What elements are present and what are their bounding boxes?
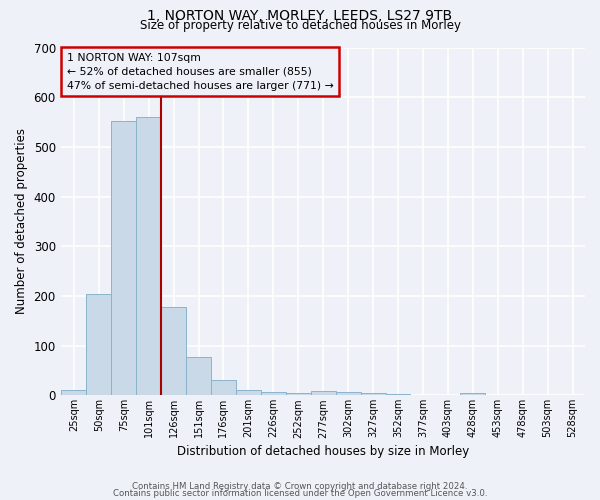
Bar: [61, 390, 86, 396]
Bar: [460, 393, 485, 396]
Bar: [186, 356, 211, 396]
Bar: [286, 393, 311, 396]
X-axis label: Distribution of detached houses by size in Morley: Distribution of detached houses by size …: [177, 444, 469, 458]
Text: Contains public sector information licensed under the Open Government Licence v3: Contains public sector information licen…: [113, 489, 487, 498]
Text: 1 NORTON WAY: 107sqm
← 52% of detached houses are smaller (855)
47% of semi-deta: 1 NORTON WAY: 107sqm ← 52% of detached h…: [67, 52, 334, 90]
Text: 1, NORTON WAY, MORLEY, LEEDS, LS27 9TB: 1, NORTON WAY, MORLEY, LEEDS, LS27 9TB: [148, 9, 452, 23]
Text: Size of property relative to detached houses in Morley: Size of property relative to detached ho…: [139, 19, 461, 32]
Bar: [86, 294, 111, 396]
Bar: [236, 390, 261, 396]
Bar: [161, 307, 186, 396]
Bar: [311, 392, 335, 396]
Bar: [136, 117, 161, 396]
Bar: [261, 392, 286, 396]
Text: Contains HM Land Registry data © Crown copyright and database right 2024.: Contains HM Land Registry data © Crown c…: [132, 482, 468, 491]
Y-axis label: Number of detached properties: Number of detached properties: [15, 128, 28, 314]
Bar: [111, 121, 136, 396]
Bar: [361, 393, 386, 396]
Bar: [335, 392, 361, 396]
Bar: [386, 394, 410, 396]
Bar: [211, 380, 236, 396]
